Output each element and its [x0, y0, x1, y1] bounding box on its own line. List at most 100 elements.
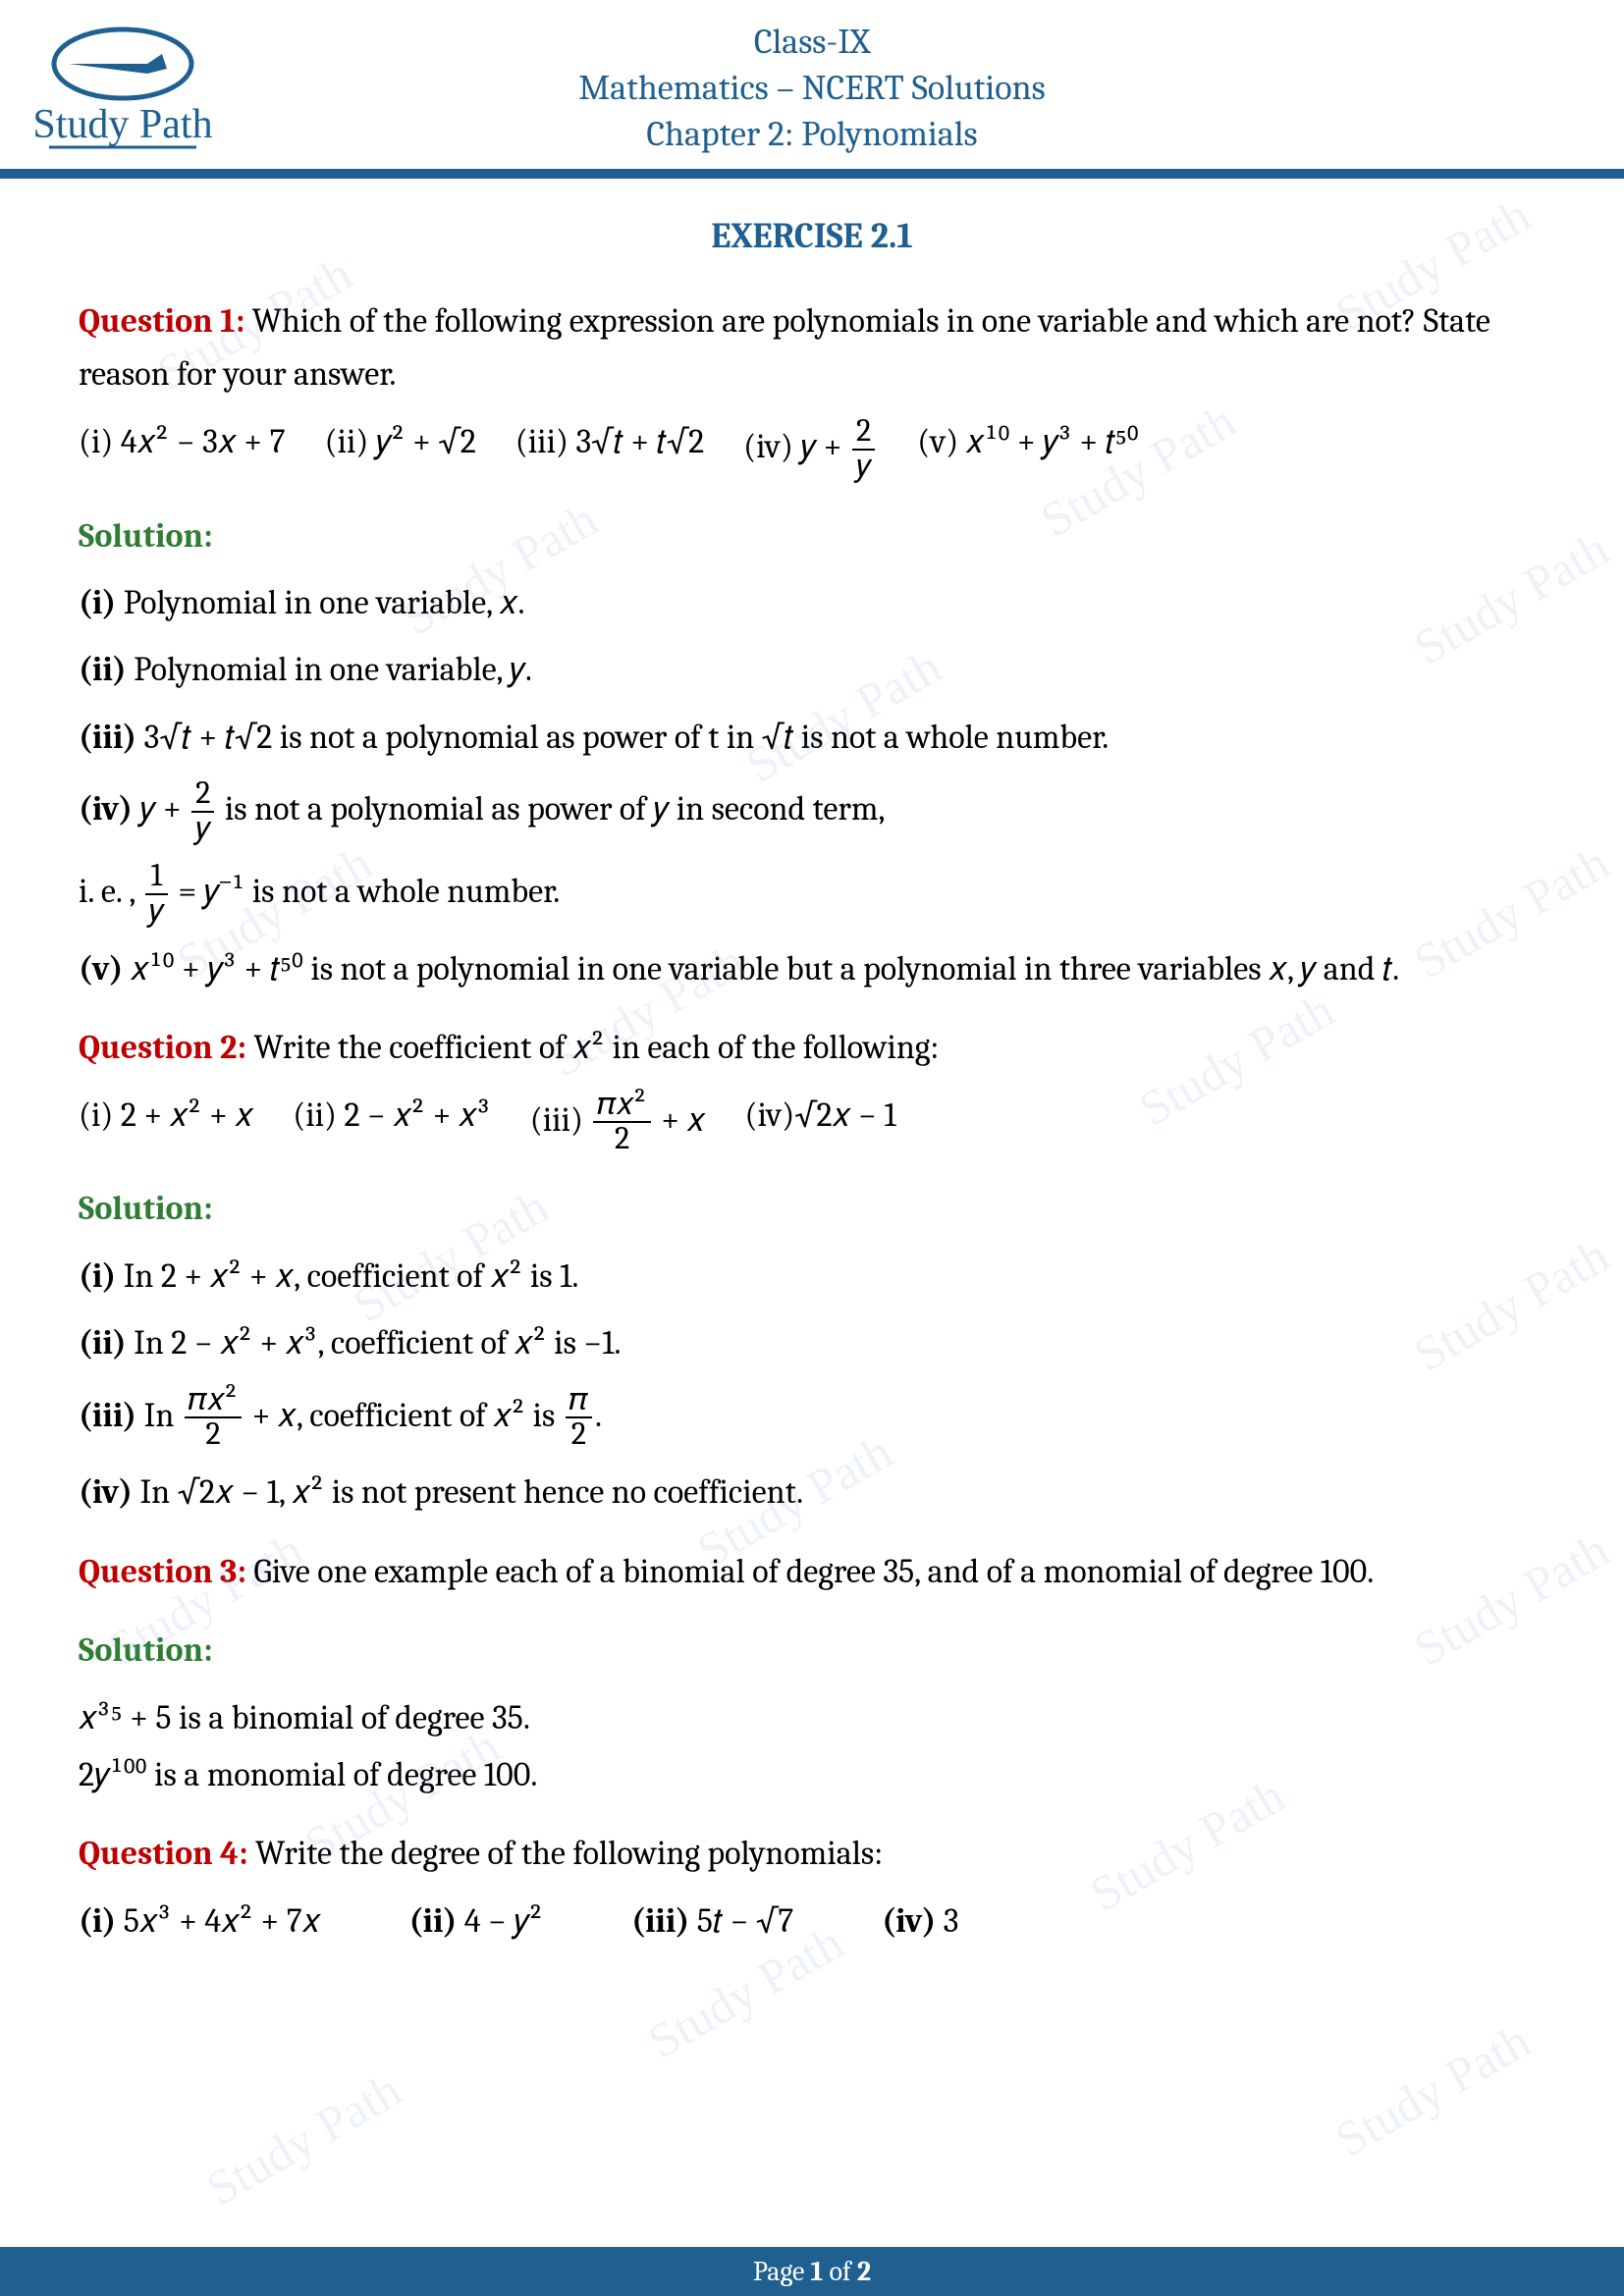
question-2: Question 2: Write the coefficient of 𝑥² … — [79, 1021, 1545, 1074]
s1-i-text: Polynomial in one variable, 𝑥. — [116, 583, 524, 622]
item-label: (v) — [79, 949, 123, 988]
s1-iv-l2-prefix: i. e. , — [79, 872, 142, 911]
s1-ii: (ii) Polynomial in one variable, 𝑦. — [79, 643, 1545, 696]
q4-opt-iv: (iv) 3 — [882, 1895, 958, 1948]
solution-label: Solution: — [79, 516, 213, 556]
watermark: Study Path — [196, 2060, 410, 2216]
fraction: 𝜋2 — [566, 1384, 592, 1453]
watermark: Study Path — [1326, 2011, 1540, 2167]
q4-i-text: 5𝑥³ + 4𝑥² + 7𝑥 — [116, 1901, 320, 1941]
q2-opt-ii: (ii) 2 − 𝑥² + 𝑥³ — [293, 1089, 490, 1157]
solution-label: Solution: — [79, 1189, 213, 1228]
question-label: Question 2: — [79, 1028, 246, 1067]
frac-den: 𝑦 — [852, 451, 875, 484]
q4-ii-text: 4 − 𝑦² — [457, 1901, 543, 1941]
s2-i-text: In 2 + 𝑥² + 𝑥, coefficient of 𝑥² is 1. — [116, 1256, 578, 1296]
s3-line1: 𝑥³⁵ + 5 is a binomial of degree 35. — [79, 1691, 1545, 1744]
q2-iii-prefix: (iii) — [530, 1099, 591, 1139]
question-label: Question 1: — [79, 301, 244, 341]
s2-ii: (ii) In 2 − 𝑥² + 𝑥³, coefficient of 𝑥² i… — [79, 1316, 1545, 1369]
q4-opt-ii: (ii) 4 − 𝑦² — [409, 1895, 543, 1948]
solution-label: Solution: — [79, 1630, 213, 1670]
s1-ii-text: Polynomial in one variable, 𝑦. — [127, 650, 532, 689]
s2-i: (i) In 2 + 𝑥² + 𝑥, coefficient of 𝑥² is … — [79, 1250, 1545, 1303]
question-4-options: (i) 5𝑥³ + 4𝑥² + 7𝑥 (ii) 4 − 𝑦² (iii) 5𝑡 … — [79, 1895, 1545, 1948]
frac-num: 𝜋𝑥² — [593, 1089, 650, 1124]
item-label: (iv) — [882, 1901, 936, 1941]
s2-ii-text: In 2 − 𝑥² + 𝑥³, coefficient of 𝑥² is −1. — [127, 1323, 622, 1362]
item-label: (iii) — [79, 718, 136, 757]
s2-iv: (iv) In √2𝑥 − 1, 𝑥² is not present hence… — [79, 1466, 1545, 1519]
frac-den: 𝑦 — [191, 813, 214, 846]
solution-2-label: Solution: — [79, 1182, 1545, 1235]
q4-opt-i: (i) 5𝑥³ + 4𝑥² + 7𝑥 — [79, 1895, 321, 1948]
item-label: (iv) — [79, 789, 133, 828]
fraction: 2𝑦 — [191, 777, 214, 846]
q4-opt-iii: (iii) 5𝑡 − √7 — [631, 1895, 793, 1948]
q4-iii-text: 5𝑡 − √7 — [689, 1901, 793, 1941]
q1-opt-v: (v) 𝑥¹⁰ + 𝑦³ + 𝑡⁵⁰ — [917, 415, 1138, 484]
item-label: (i) — [79, 1901, 116, 1941]
q1-opt-iii: (iii) 3√𝑡 + 𝑡√2 — [515, 415, 704, 484]
header-subject: Mathematics – NCERT Solutions — [0, 66, 1624, 112]
fraction: 2𝑦 — [852, 415, 875, 484]
fraction: 𝜋𝑥²2 — [593, 1089, 650, 1157]
footer-current-page: 1 — [811, 2256, 824, 2287]
s1-iv-suffix: is not a polynomial as power of 𝑦 in sec… — [217, 789, 885, 828]
s1-iv-l2-suffix: = 𝑦⁻¹ is not a whole number. — [171, 872, 560, 911]
item-label: (iv) — [79, 1472, 133, 1512]
s1-iii: (iii) 3√𝑡 + 𝑡√2 is not a polynomial as p… — [79, 711, 1545, 764]
item-label: (iii) — [79, 1395, 136, 1434]
question-2-options: (i) 2 + 𝑥² + 𝑥 (ii) 2 − 𝑥² + 𝑥³ (iii) 𝜋𝑥… — [79, 1089, 1545, 1157]
q2-opt-iv: (iv)√2𝑥 − 1 — [745, 1089, 896, 1157]
study-path-logo: Study Path — [29, 20, 216, 157]
question-1-text: Which of the following expression are po… — [79, 301, 1490, 394]
s1-v: (v) 𝑥¹⁰ + 𝑦³ + 𝑡⁵⁰ is not a polynomial i… — [79, 942, 1545, 995]
item-label: (i) — [79, 583, 116, 622]
fraction: 𝜋𝑥²2 — [185, 1384, 242, 1453]
frac-den: 2 — [185, 1418, 242, 1452]
q2-opt-i: (i) 2 + 𝑥² + 𝑥 — [79, 1089, 253, 1157]
question-label: Question 4: — [79, 1834, 247, 1873]
item-label: (ii) — [79, 1323, 127, 1362]
question-1: Question 1: Which of the following expre… — [79, 294, 1545, 401]
question-4-text: Write the degree of the following polyno… — [247, 1834, 883, 1873]
q4-iv-text: 3 — [936, 1901, 958, 1941]
footer-total-pages: 2 — [857, 2256, 871, 2287]
frac-den: 2 — [566, 1418, 592, 1452]
s1-iv-line2: i. e. , 1𝑦 = 𝑦⁻¹ is not a whole number. — [79, 860, 1545, 929]
item-label: (ii) — [79, 650, 127, 689]
s1-iv-prefix: 𝑦 + — [133, 789, 189, 828]
s1-v-text: 𝑥¹⁰ + 𝑦³ + 𝑡⁵⁰ is not a polynomial in on… — [123, 949, 1399, 988]
page-header: Study Path Class-IX Mathematics – NCERT … — [0, 0, 1624, 179]
s1-iii-text: 3√𝑡 + 𝑡√2 is not a polynomial as power o… — [136, 718, 1109, 757]
footer-mid: of — [823, 2256, 857, 2287]
q1-opt-ii: (ii) 𝑦² + √2 — [325, 415, 476, 484]
frac-num: 𝜋𝑥² — [185, 1384, 242, 1419]
q2-iii-suffix: + 𝑥 — [654, 1099, 706, 1139]
logo-text: Study Path — [32, 102, 212, 147]
page-content: EXERCISE 2.1 Question 1: Which of the fo… — [0, 179, 1624, 1948]
s2-iii-prefix: In — [136, 1395, 182, 1434]
q1-opt-iv: (iv) 𝑦 + 2𝑦 — [743, 415, 878, 484]
q1-iv-prefix: (iv) 𝑦 + — [743, 427, 849, 466]
frac-den: 2 — [593, 1123, 650, 1156]
frac-den: 𝑦 — [145, 895, 168, 929]
s2-iii-suffix: . — [595, 1395, 602, 1434]
solution-1-label: Solution: — [79, 509, 1545, 562]
q1-opt-i: (i) 4𝑥² − 3𝑥 + 7 — [79, 415, 286, 484]
item-label: (i) — [79, 1256, 116, 1296]
question-2-text: Write the coefficient of 𝑥² in each of t… — [246, 1028, 939, 1067]
question-4: Question 4: Write the degree of the foll… — [79, 1827, 1545, 1880]
item-label: (ii) — [409, 1901, 458, 1941]
s2-iii-mid: + 𝑥, coefficient of 𝑥² is — [244, 1395, 563, 1434]
frac-num: 2 — [852, 415, 875, 451]
frac-num: 1 — [145, 860, 168, 895]
s2-iv-text: In √2𝑥 − 1, 𝑥² is not present hence no c… — [133, 1472, 803, 1512]
q2-opt-iii: (iii) 𝜋𝑥²2 + 𝑥 — [530, 1089, 706, 1157]
frac-num: 2 — [191, 777, 214, 813]
s1-i: (i) Polynomial in one variable, 𝑥. — [79, 576, 1545, 629]
solution-3-label: Solution: — [79, 1624, 1545, 1677]
footer-prefix: Page — [753, 2256, 811, 2287]
frac-num: 𝜋 — [566, 1384, 592, 1419]
